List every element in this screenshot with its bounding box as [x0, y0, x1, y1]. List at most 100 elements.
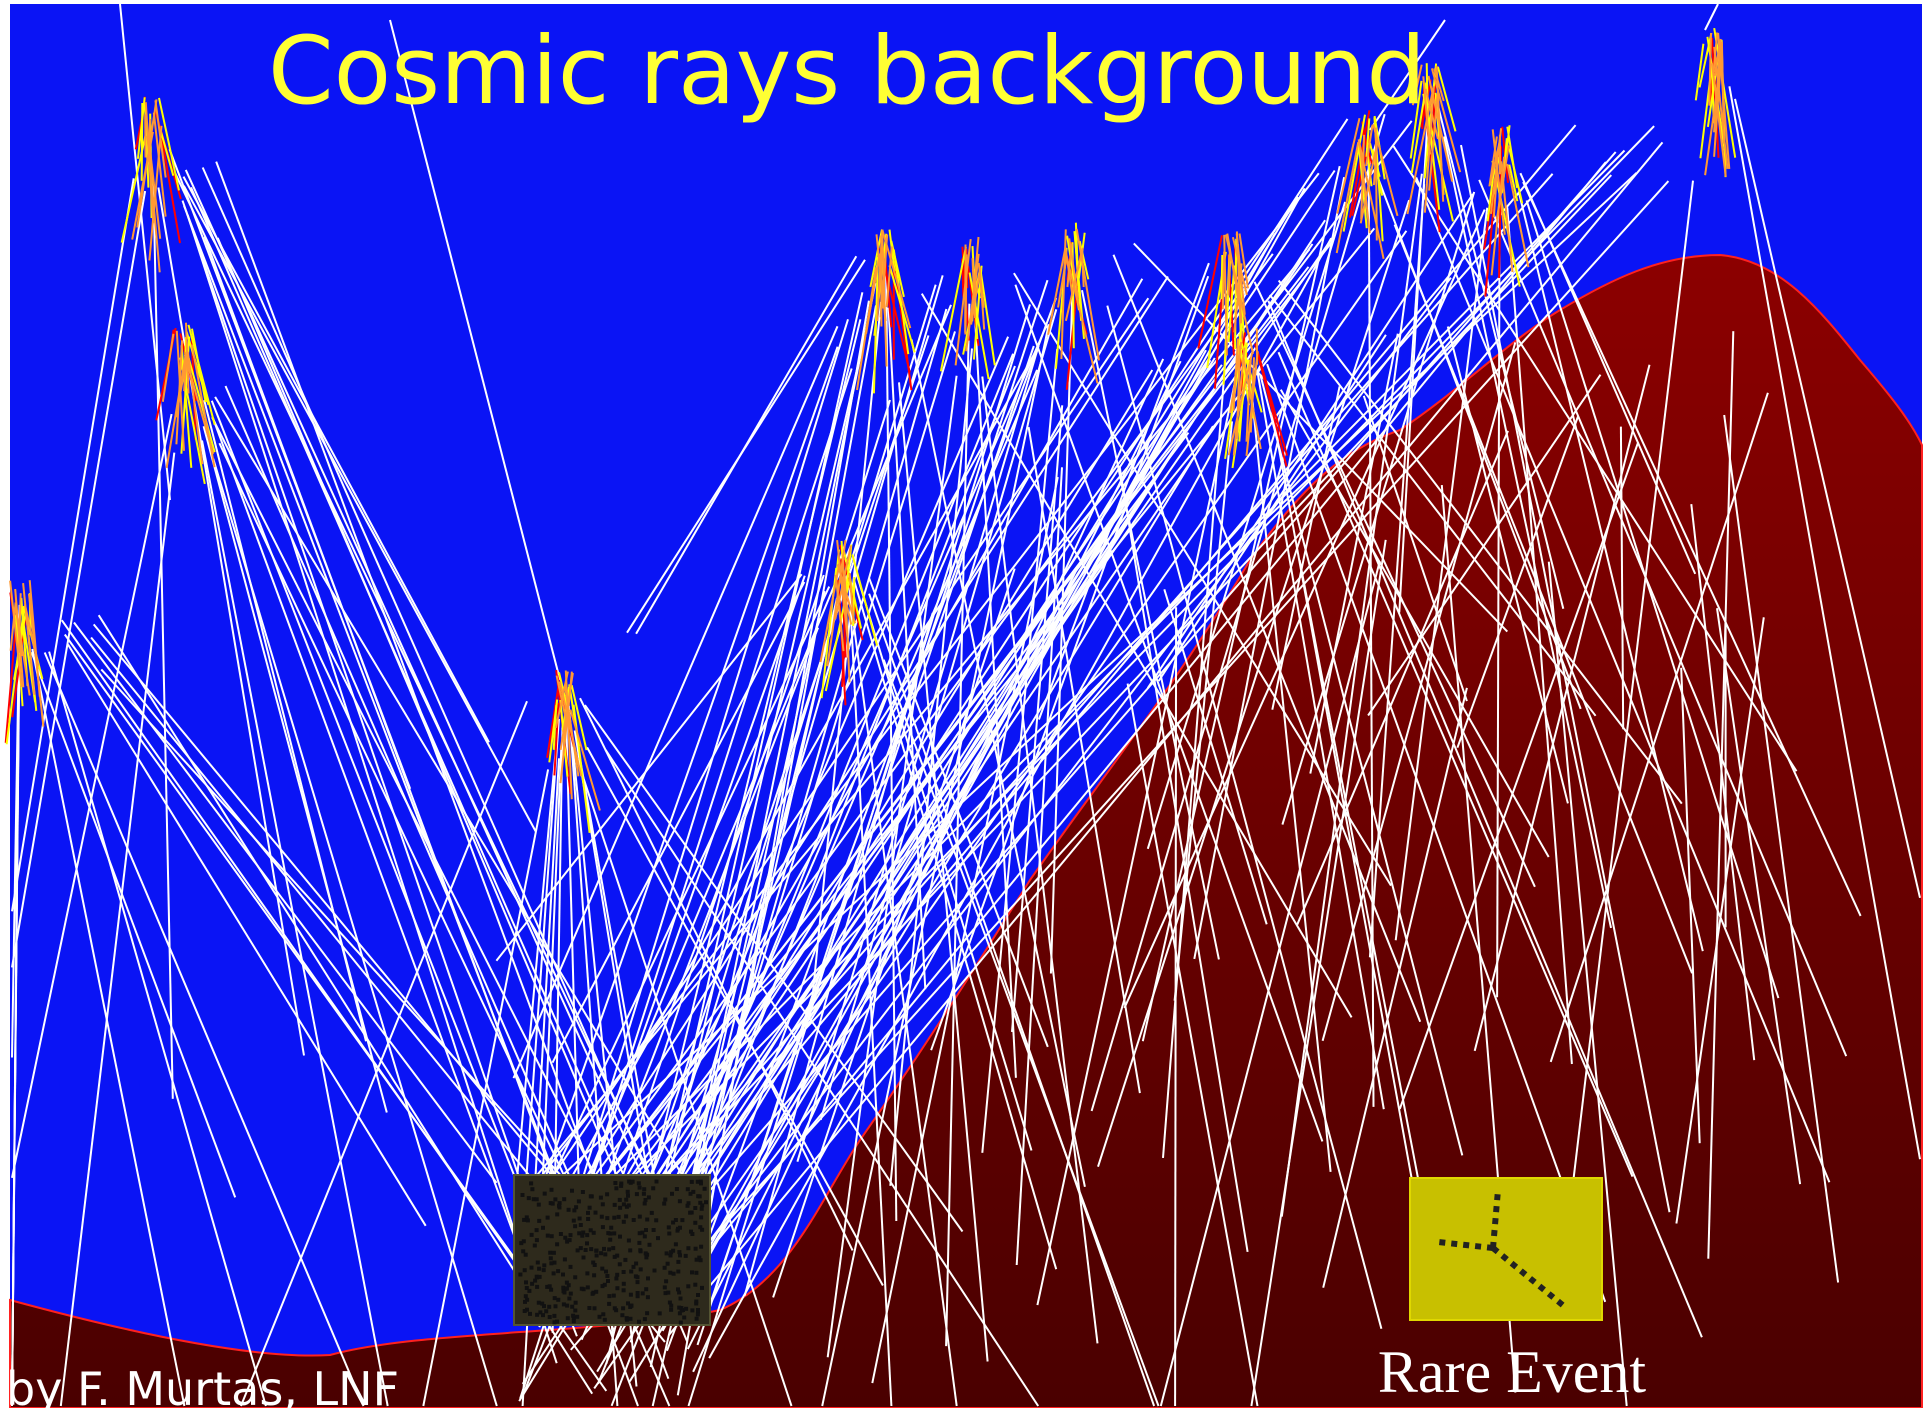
shower-branch	[834, 574, 845, 652]
detector-hit	[594, 1253, 599, 1258]
shower-branch	[954, 238, 972, 366]
shower-branch	[1080, 249, 1085, 288]
cosmic-ray-track	[512, 325, 839, 1079]
cosmic-ray-track	[1716, 608, 1802, 1185]
shower-branch	[1245, 351, 1259, 457]
shower-branch	[564, 670, 573, 800]
detector-hit	[573, 1224, 578, 1229]
cosmic-ray-track	[190, 186, 653, 1239]
detector-hit	[693, 1246, 698, 1251]
cosmic-ray-track	[1506, 207, 1573, 1065]
cosmic-ray-track	[1456, 415, 1580, 749]
detector-hit	[626, 1238, 631, 1243]
cosmic-ray-track	[559, 149, 1626, 1232]
cosmic-ray-track	[1473, 364, 1651, 1052]
detector-hit	[699, 1244, 704, 1249]
shower-branch	[1235, 233, 1246, 315]
detector-hit	[522, 1268, 527, 1273]
detector-hit	[625, 1189, 630, 1194]
detector-hit	[537, 1274, 542, 1279]
shower-branch	[968, 272, 990, 380]
cosmic-ray-track	[97, 614, 594, 1395]
detector-hit	[624, 1197, 629, 1202]
detector-hit	[545, 1233, 550, 1238]
detector-hit	[657, 1311, 662, 1316]
cosmic-ray-track	[1707, 331, 1735, 1259]
detector-hit	[682, 1315, 687, 1320]
detector-hit	[542, 1191, 547, 1196]
shower-branch	[159, 130, 175, 176]
detector-hit	[615, 1253, 620, 1258]
shower-branch	[841, 554, 845, 588]
detector-hit	[690, 1308, 695, 1313]
cosmic-ray-track	[819, 309, 1058, 1121]
detector-hit	[666, 1225, 671, 1230]
detector-hit	[608, 1231, 613, 1236]
detector-hit	[587, 1205, 592, 1210]
detector-hit	[568, 1233, 573, 1238]
cosmic-ray-track	[1446, 326, 1569, 804]
cosmic-ray-track	[665, 284, 937, 1167]
cosmic-ray-track	[689, 627, 832, 1199]
shower-branch	[558, 681, 583, 777]
detector-hit	[585, 1241, 589, 1246]
detector-hit	[617, 1197, 622, 1202]
cosmic-ray-track	[531, 586, 831, 1222]
detector-hit	[634, 1192, 639, 1197]
detector-hit	[576, 1199, 581, 1204]
detector-hit	[600, 1202, 605, 1207]
detector-hit	[602, 1246, 606, 1251]
detector-hit	[694, 1270, 699, 1275]
detector-hit	[562, 1197, 567, 1202]
detector-hit	[612, 1231, 617, 1236]
detector-hit	[524, 1280, 528, 1285]
detector-hit	[524, 1215, 529, 1220]
cosmic-ray-track	[522, 718, 560, 1217]
detector-hit	[631, 1218, 636, 1222]
cosmic-ray-track	[898, 382, 989, 1362]
shower-branch	[1406, 87, 1435, 215]
detector-hit	[532, 1243, 537, 1248]
cosmic-ray-track	[644, 369, 1039, 1287]
detector-hit	[667, 1300, 672, 1305]
detector-hit	[700, 1227, 705, 1232]
cosmic-ray-track	[1259, 374, 1464, 1156]
detector-hit	[607, 1247, 612, 1252]
detector-hit	[567, 1296, 572, 1301]
detector-hit	[629, 1303, 634, 1308]
detector-hit	[592, 1263, 597, 1267]
detector-hit	[522, 1217, 527, 1222]
detector-hit	[641, 1191, 646, 1196]
shower-branch	[939, 246, 967, 372]
cosmic-ray-track	[1106, 305, 1383, 1329]
cosmic-ray-track	[1369, 19, 1446, 131]
cosmic-ray-track	[11, 190, 147, 968]
detector-hit	[580, 1190, 585, 1194]
detector-hit	[571, 1319, 576, 1324]
detector-hit	[668, 1270, 673, 1275]
cosmic-ray-track	[218, 442, 580, 1208]
detector-hit	[656, 1236, 660, 1241]
shower-branch	[1374, 127, 1378, 241]
detector-hit	[552, 1260, 557, 1265]
cosmic-ray-track	[1394, 207, 1489, 941]
cosmic-ray-track	[570, 151, 1617, 1351]
detector-hit	[575, 1248, 580, 1253]
detector-hit	[558, 1232, 563, 1236]
rare-event-track-up	[1490, 1189, 1501, 1249]
detector-hit	[688, 1210, 693, 1215]
detector-hit	[663, 1291, 668, 1296]
detector-hit	[550, 1201, 555, 1206]
cosmic-ray-track	[661, 233, 1276, 1332]
detector-hit	[676, 1226, 680, 1231]
detector-hit	[700, 1203, 705, 1208]
detector-hit	[573, 1300, 578, 1305]
cosmic-ray-track	[529, 432, 1190, 1312]
cosmic-ray-track	[1097, 199, 1411, 1168]
shower-branch	[569, 709, 601, 811]
cosmic-ray-track	[1027, 426, 1141, 1094]
cosmic-ray-track	[211, 417, 517, 1239]
cosmic-ray-track	[1277, 279, 1683, 805]
shower-branch	[14, 588, 25, 688]
detector-hit	[562, 1290, 567, 1295]
